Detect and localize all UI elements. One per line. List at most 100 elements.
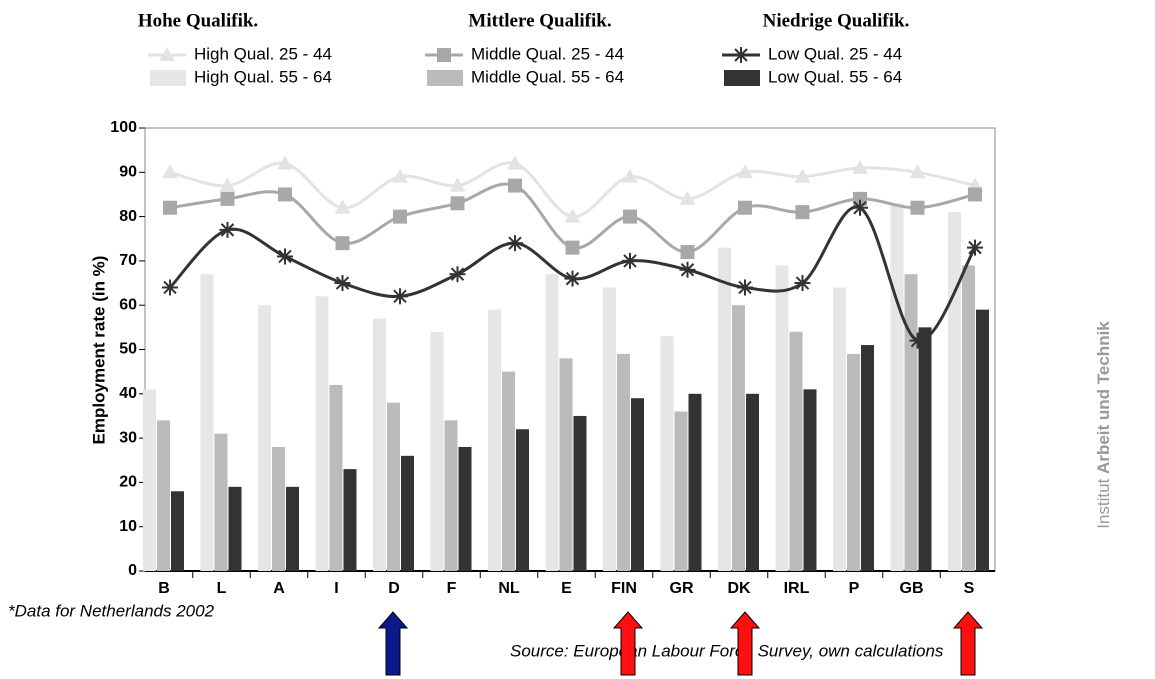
bar: [732, 305, 745, 571]
marker-shape: [623, 254, 637, 268]
marker: [277, 248, 293, 265]
bar: [343, 469, 357, 571]
x-tick-label: NL: [498, 580, 520, 597]
marker: [565, 240, 580, 255]
marker: [737, 279, 753, 296]
arrow: [952, 611, 984, 676]
marker-shape: [163, 200, 177, 215]
marker: [334, 199, 351, 214]
bar: [948, 212, 961, 572]
y-tick-label: 60: [119, 296, 137, 313]
marker-shape: [393, 289, 407, 304]
line: [168, 205, 977, 343]
marker: [334, 275, 351, 292]
bar: [430, 331, 444, 571]
marker-shape: [334, 199, 351, 214]
marker: [795, 205, 810, 220]
bar: [286, 486, 299, 571]
legend-swatch: [150, 70, 186, 86]
marker-shape: [335, 276, 350, 290]
marker: [162, 164, 178, 179]
bar: [458, 446, 472, 571]
legend-label: High Qual. 25 - 44: [194, 44, 332, 63]
bar: [573, 415, 587, 571]
x-tick-label: FIN: [611, 580, 637, 597]
marker: [968, 187, 982, 202]
marker-shape: [565, 271, 580, 286]
bar: [502, 371, 515, 571]
marker-shape: [220, 223, 235, 237]
x-tick-label: GR: [670, 580, 694, 597]
marker: [278, 187, 292, 202]
y-tick-label: 30: [119, 429, 137, 446]
x-tick-label: F: [447, 580, 457, 597]
marker: [679, 261, 696, 278]
x-tick-label: DK: [727, 580, 751, 597]
bar: [962, 265, 975, 571]
x-tick-label: IRL: [784, 580, 810, 597]
marker: [507, 155, 523, 170]
marker-shape: [852, 159, 868, 174]
marker: [794, 168, 811, 183]
marker-shape: [392, 168, 408, 183]
marker-shape: [910, 333, 925, 348]
marker-shape: [738, 200, 752, 215]
marker-shape: [910, 200, 925, 215]
marker: [737, 164, 753, 179]
marker-shape: [623, 209, 637, 224]
bar: [904, 274, 918, 571]
marker: [162, 279, 178, 296]
bar: [559, 358, 573, 571]
marker-shape: [795, 205, 810, 220]
marker-shape: [220, 191, 235, 206]
bar: [617, 353, 630, 571]
marker: [220, 191, 235, 206]
marker: [277, 155, 293, 170]
bar: [228, 486, 242, 571]
legend-label: High Qual. 55 - 64: [194, 67, 332, 86]
bar: [833, 287, 846, 571]
marker-shape: [795, 276, 810, 290]
marker: [508, 178, 522, 193]
x-tick-label: GB: [900, 580, 924, 597]
marker-shape: [968, 187, 982, 202]
marker-shape: [565, 240, 580, 255]
marker-shape: [794, 168, 811, 183]
marker-shape: [738, 280, 752, 295]
x-tick-label: E: [561, 580, 572, 597]
marker-shape: [335, 236, 350, 251]
bar: [488, 309, 501, 571]
bar: [200, 274, 214, 571]
marker-shape: [968, 240, 982, 255]
marker-shape: [450, 267, 465, 281]
bar: [746, 393, 759, 571]
legend-label: Middle Qual. 25 - 44: [471, 44, 624, 63]
y-tick-label: 90: [119, 164, 137, 181]
marker-shape: [737, 164, 753, 179]
marker: [909, 332, 926, 349]
legend-group: Niedrige Qualifik.: [763, 10, 910, 31]
marker-shape: [162, 164, 178, 179]
bar: [373, 318, 386, 571]
marker-shape: [450, 196, 465, 211]
y-tick-label: 40: [119, 385, 137, 402]
marker-shape: [219, 177, 236, 192]
legend-group: Hohe Qualifik.: [138, 10, 258, 31]
bar: [918, 327, 932, 571]
bar: [157, 420, 170, 571]
side-label-part: Institut: [1094, 478, 1113, 528]
marker-shape: [734, 48, 748, 62]
marker-shape: [278, 249, 292, 264]
legend-marker: [733, 47, 749, 63]
marker: [622, 168, 638, 183]
bar: [444, 420, 458, 571]
marker: [507, 235, 523, 252]
bar: [660, 336, 674, 571]
marker: [392, 288, 408, 305]
marker: [219, 177, 236, 192]
bar: [258, 305, 271, 571]
bar: [545, 274, 559, 571]
marker-shape: [564, 208, 581, 223]
marker-shape: [679, 190, 696, 205]
